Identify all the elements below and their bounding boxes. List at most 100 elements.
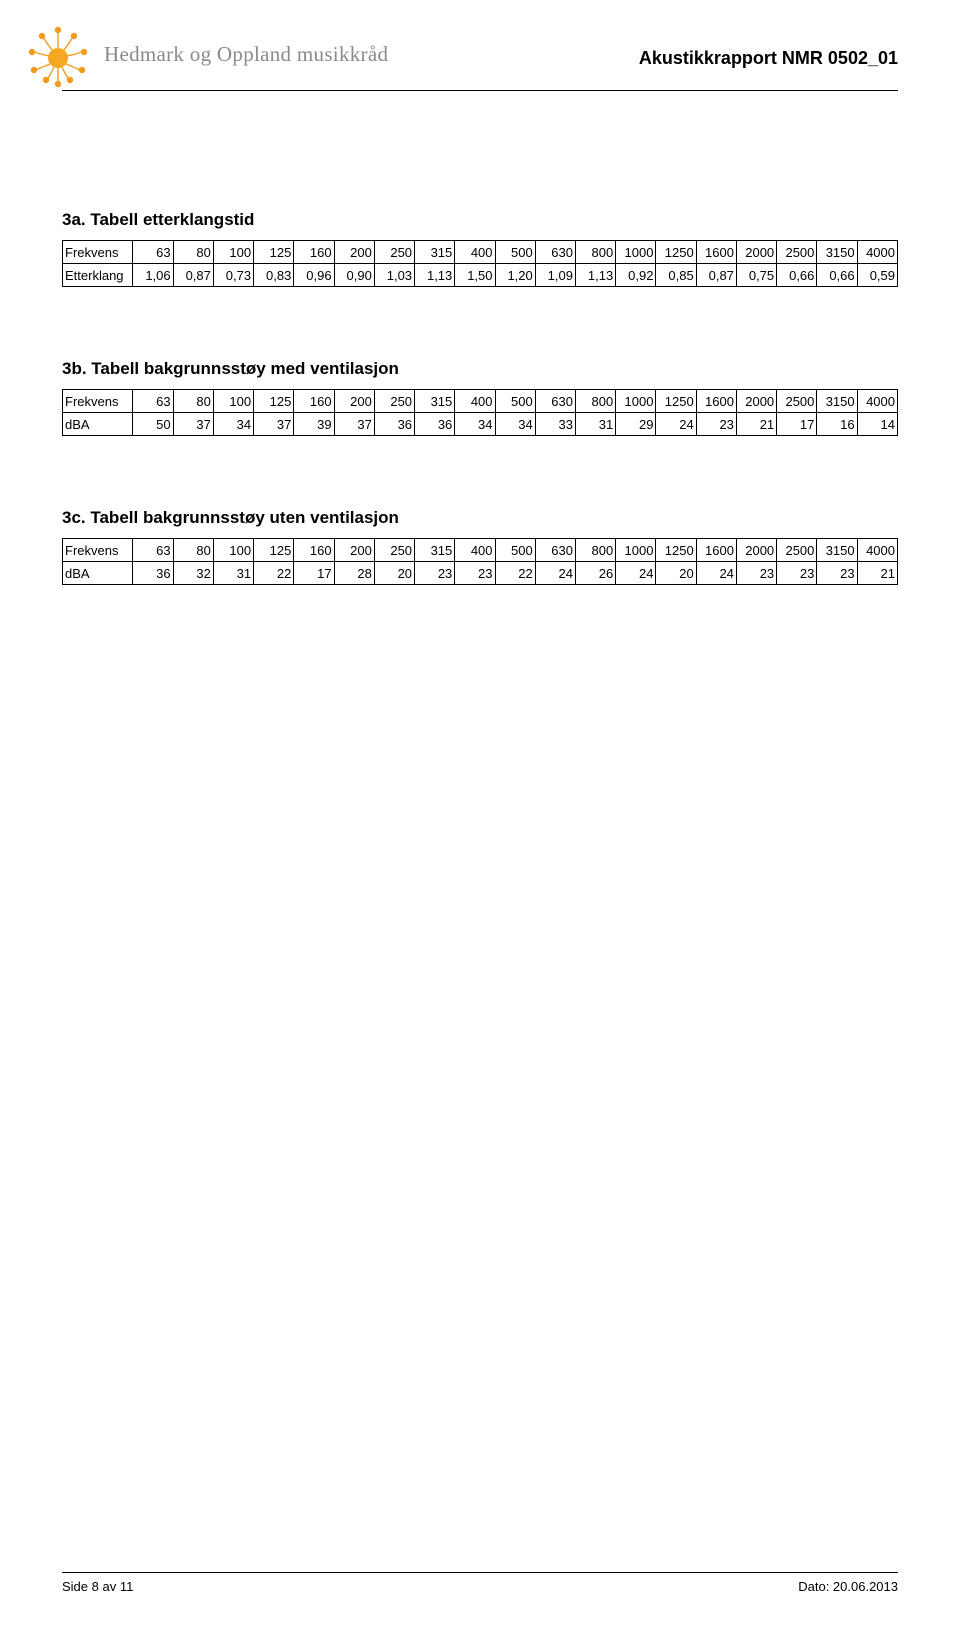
value-cell: 0,66: [777, 264, 817, 287]
value-cell: 31: [575, 413, 615, 436]
freq-cell: 630: [535, 539, 575, 562]
freq-cell: 125: [254, 390, 294, 413]
freq-cell: 63: [133, 241, 173, 264]
freq-cell: 400: [455, 241, 495, 264]
value-cell: 0,92: [616, 264, 656, 287]
freq-cell: 160: [294, 539, 334, 562]
freq-cell: 4000: [857, 390, 897, 413]
value-cell: 0,75: [736, 264, 776, 287]
value-cell: 0,96: [294, 264, 334, 287]
value-cell: 21: [857, 562, 897, 585]
footer-page-number: Side 8 av 11: [62, 1579, 133, 1594]
value-cell: 23: [455, 562, 495, 585]
value-cell: 24: [616, 562, 656, 585]
freq-cell: 800: [575, 539, 615, 562]
row-label: Etterklang: [63, 264, 133, 287]
section-3b-title: 3b. Tabell bakgrunnsstøy med ventilasjon: [62, 359, 898, 379]
value-cell: 20: [374, 562, 414, 585]
freq-cell: 800: [575, 390, 615, 413]
table-3c: Frekvens 63 80 100 125 160 200 250 315 4…: [62, 538, 898, 585]
value-cell: 34: [495, 413, 535, 436]
value-cell: 34: [455, 413, 495, 436]
value-cell: 1,13: [575, 264, 615, 287]
freq-cell: 125: [254, 539, 294, 562]
freq-cell: 250: [374, 390, 414, 413]
value-cell: 1,09: [535, 264, 575, 287]
freq-cell: 200: [334, 241, 374, 264]
freq-cell: 1600: [696, 241, 736, 264]
section-3c-title: 3c. Tabell bakgrunnsstøy uten ventilasjo…: [62, 508, 898, 528]
freq-cell: 500: [495, 241, 535, 264]
value-cell: 1,20: [495, 264, 535, 287]
page-body: 3a. Tabell etterklangstid Frekvens 63 80…: [62, 210, 898, 657]
freq-cell: 200: [334, 390, 374, 413]
value-cell: 23: [777, 562, 817, 585]
row-label: Frekvens: [63, 539, 133, 562]
freq-cell: 160: [294, 241, 334, 264]
value-cell: 37: [173, 413, 213, 436]
value-cell: 1,13: [415, 264, 455, 287]
value-cell: 32: [173, 562, 213, 585]
org-name: Hedmark og Oppland musikkråd: [104, 42, 388, 67]
freq-cell: 2500: [777, 241, 817, 264]
value-cell: 23: [415, 562, 455, 585]
org-logo-block: Hedmark og Oppland musikkråd: [22, 18, 388, 90]
table-row: Frekvens 63 80 100 125 160 200 250 315 4…: [63, 539, 898, 562]
value-cell: 22: [254, 562, 294, 585]
value-cell: 1,50: [455, 264, 495, 287]
freq-cell: 315: [415, 390, 455, 413]
value-cell: 37: [334, 413, 374, 436]
table-3b: Frekvens 63 80 100 125 160 200 250 315 4…: [62, 389, 898, 436]
freq-cell: 3150: [817, 241, 857, 264]
row-label: Frekvens: [63, 390, 133, 413]
value-cell: 24: [696, 562, 736, 585]
page-footer: Side 8 av 11 Dato: 20.06.2013: [62, 1572, 898, 1594]
value-cell: 0,73: [213, 264, 253, 287]
freq-cell: 250: [374, 241, 414, 264]
freq-cell: 3150: [817, 390, 857, 413]
table-row: dBA 36 32 31 22 17 28 20 23 23 22 24 26 …: [63, 562, 898, 585]
value-cell: 0,90: [334, 264, 374, 287]
value-cell: 20: [656, 562, 696, 585]
section-3a: 3a. Tabell etterklangstid Frekvens 63 80…: [62, 210, 898, 287]
page-header: Hedmark og Oppland musikkråd Akustikkrap…: [0, 18, 960, 98]
freq-cell: 2500: [777, 539, 817, 562]
freq-cell: 800: [575, 241, 615, 264]
value-cell: 36: [374, 413, 414, 436]
sun-logo-icon: [22, 18, 94, 90]
value-cell: 0,59: [857, 264, 897, 287]
row-label: Frekvens: [63, 241, 133, 264]
value-cell: 33: [535, 413, 575, 436]
value-cell: 39: [294, 413, 334, 436]
value-cell: 37: [254, 413, 294, 436]
freq-cell: 500: [495, 539, 535, 562]
value-cell: 0,83: [254, 264, 294, 287]
value-cell: 29: [616, 413, 656, 436]
freq-cell: 630: [535, 390, 575, 413]
freq-cell: 1250: [656, 241, 696, 264]
value-cell: 0,66: [817, 264, 857, 287]
value-cell: 17: [777, 413, 817, 436]
freq-cell: 315: [415, 539, 455, 562]
header-divider: [62, 90, 898, 91]
value-cell: 17: [294, 562, 334, 585]
table-row: Frekvens 63 80 100 125 160 200 250 315 4…: [63, 390, 898, 413]
value-cell: 26: [575, 562, 615, 585]
freq-cell: 1250: [656, 539, 696, 562]
freq-cell: 400: [455, 390, 495, 413]
freq-cell: 125: [254, 241, 294, 264]
freq-cell: 3150: [817, 539, 857, 562]
freq-cell: 1600: [696, 539, 736, 562]
value-cell: 36: [133, 562, 173, 585]
table-row: Etterklang 1,06 0,87 0,73 0,83 0,96 0,90…: [63, 264, 898, 287]
table-row: Frekvens 63 80 100 125 160 200 250 315 4…: [63, 241, 898, 264]
value-cell: 36: [415, 413, 455, 436]
table-3a: Frekvens 63 80 100 125 160 200 250 315 4…: [62, 240, 898, 287]
freq-cell: 100: [213, 390, 253, 413]
freq-cell: 250: [374, 539, 414, 562]
value-cell: 22: [495, 562, 535, 585]
freq-cell: 500: [495, 390, 535, 413]
freq-cell: 200: [334, 539, 374, 562]
value-cell: 0,87: [696, 264, 736, 287]
table-row: dBA 50 37 34 37 39 37 36 36 34 34 33 31 …: [63, 413, 898, 436]
